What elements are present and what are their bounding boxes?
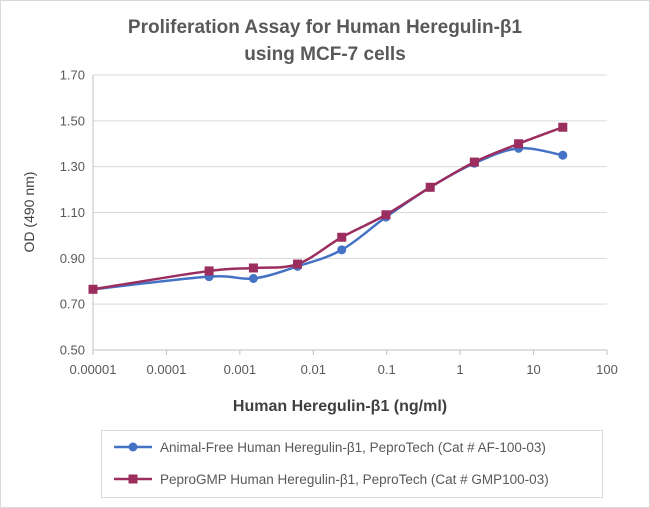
series-2-point bbox=[425, 182, 435, 192]
y-tick-label: 1.70 bbox=[60, 68, 85, 83]
series-2-point bbox=[204, 266, 214, 276]
x-tick-label: 0.001 bbox=[224, 362, 257, 377]
series-line-1 bbox=[92, 146, 564, 291]
legend-swatch-square-icon bbox=[112, 472, 154, 486]
x-tick-label: 0.0001 bbox=[147, 362, 187, 377]
series-2-point bbox=[88, 284, 98, 294]
gridlines bbox=[93, 74, 607, 305]
x-tick-label: 0.1 bbox=[378, 362, 396, 377]
series-layer bbox=[88, 122, 568, 294]
x-tick-label: 0.01 bbox=[301, 362, 326, 377]
series-1-point bbox=[248, 274, 258, 283]
x-tick-label: 1 bbox=[457, 362, 464, 377]
chart-title-line-2: using MCF-7 cells bbox=[244, 44, 406, 65]
legend-swatch-circle-icon bbox=[112, 440, 154, 454]
legend: Animal-Free Human Heregulin-β1, PeproTec… bbox=[101, 430, 603, 498]
series-2-point bbox=[558, 122, 568, 132]
y-tick-label: 0.50 bbox=[60, 343, 85, 358]
legend-entry-animal-free: Animal-Free Human Heregulin-β1, PeproTec… bbox=[112, 437, 546, 457]
tick-labels: 0.50 0.70 0.90 1.10 1.30 1.50 1.70 0.00001 0.000… bbox=[60, 68, 618, 378]
legend-label-animal-free: Animal-Free Human Heregulin-β1, PeproTec… bbox=[160, 439, 546, 455]
y-tick-label: 1.30 bbox=[60, 159, 85, 174]
series-1-point bbox=[337, 245, 347, 255]
series-2-point bbox=[469, 157, 479, 167]
series-2-point bbox=[514, 139, 524, 149]
y-tick-label: 0.70 bbox=[60, 297, 85, 312]
chart-title-line-1: Proliferation Assay for Human Heregulin-… bbox=[128, 17, 523, 38]
series-2-point bbox=[337, 232, 347, 242]
y-tick-label: 1.50 bbox=[60, 113, 85, 128]
series-2-point bbox=[293, 259, 303, 269]
series-line-2 bbox=[92, 126, 564, 291]
y-tick-label: 0.90 bbox=[60, 251, 85, 266]
x-axis-title: Human Heregulin-β1 (ng/ml) bbox=[233, 398, 447, 415]
series-2-point bbox=[381, 210, 391, 220]
x-tick-label: 100 bbox=[596, 362, 618, 377]
series-2-point bbox=[248, 263, 258, 273]
x-tick-label: 10 bbox=[526, 362, 540, 377]
legend-entry-peprogmp: PeproGMP Human Heregulin-β1, PeproTech (… bbox=[112, 469, 549, 489]
y-tick-label: 1.10 bbox=[60, 205, 85, 220]
x-tick-label: 0.00001 bbox=[70, 362, 117, 377]
y-axis-title: OD (490 nm) bbox=[21, 172, 37, 253]
axes bbox=[92, 75, 608, 355]
legend-label-peprogmp: PeproGMP Human Heregulin-β1, PeproTech (… bbox=[160, 471, 549, 487]
series-1-point bbox=[558, 150, 568, 160]
